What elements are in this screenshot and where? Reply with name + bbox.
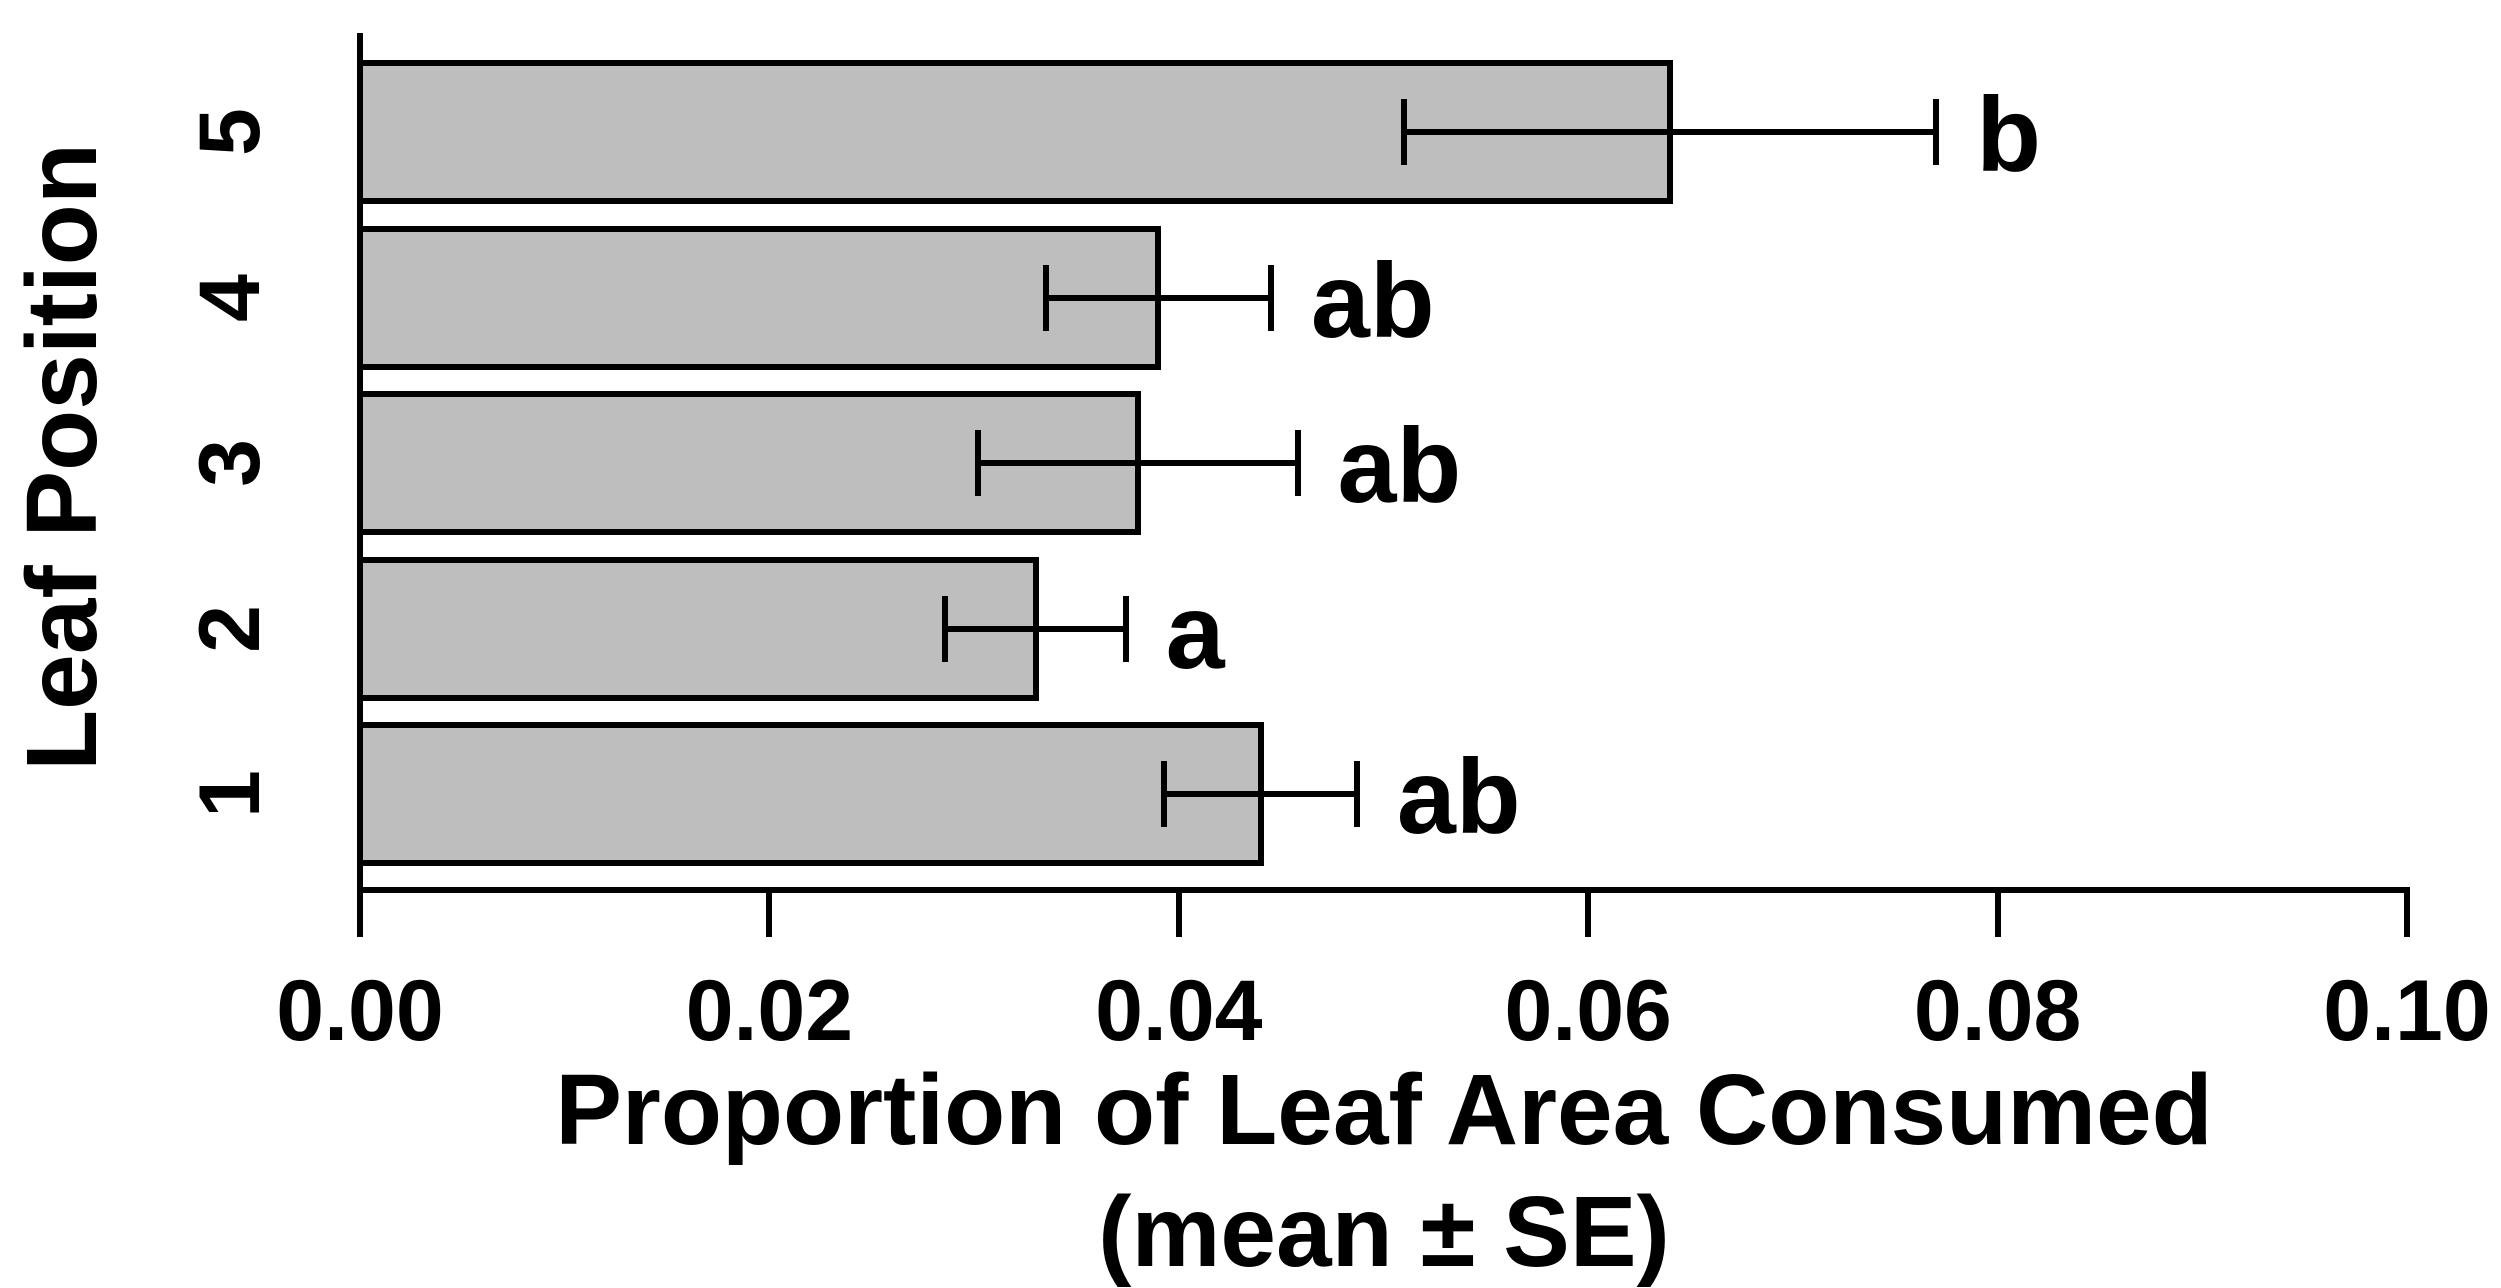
error-bar-cap-upper-3 — [1294, 430, 1301, 496]
x-tick-label-0.00: 0.00 — [276, 963, 444, 1059]
x-tick-mark-0.00 — [357, 893, 363, 937]
y-tick-label-3: 3 — [182, 439, 278, 487]
sig-letter-4: ab — [1310, 241, 1435, 360]
error-bar-line-5 — [1403, 129, 1937, 135]
x-tick-mark-0.04 — [1175, 893, 1182, 937]
error-bar-cap-upper-4 — [1267, 264, 1274, 331]
error-bar-cap-lower-5 — [1400, 99, 1407, 165]
bar-leaf-position-4 — [357, 225, 1162, 370]
sig-letter-3: ab — [1337, 407, 1462, 525]
bar-leaf-position-1 — [357, 722, 1264, 866]
y-tick-label-4: 4 — [182, 273, 278, 322]
error-bar-line-1 — [1164, 791, 1357, 797]
sig-letter-1: ab — [1396, 738, 1521, 856]
x-tick-mark-0.08 — [1994, 893, 2001, 937]
x-axis-title-line2: (mean ± SE) — [1098, 1176, 1670, 1288]
error-bar-cap-lower-1 — [1161, 761, 1168, 827]
sig-letter-5: b — [1976, 76, 2041, 194]
y-axis-line — [357, 33, 363, 893]
error-bar-cap-lower-4 — [1042, 264, 1049, 331]
y-tick-label-2: 2 — [182, 604, 278, 653]
error-bar-cap-lower-2 — [942, 595, 949, 662]
error-bar-cap-upper-2 — [1122, 595, 1129, 662]
x-tick-mark-0.06 — [1585, 893, 1592, 937]
sig-letter-2: a — [1165, 572, 1225, 691]
bar-leaf-position-2 — [357, 556, 1039, 701]
x-tick-label-0.04: 0.04 — [1095, 963, 1263, 1059]
x-tick-mark-0.02 — [766, 893, 773, 937]
error-bar-cap-upper-5 — [1933, 99, 1940, 165]
error-bar-line-4 — [1045, 294, 1271, 301]
error-bar-cap-lower-3 — [975, 430, 982, 496]
y-axis-title: Leaf Position — [6, 143, 118, 771]
y-tick-label-5: 5 — [182, 108, 278, 156]
x-tick-label-0.06: 0.06 — [1504, 963, 1672, 1059]
x-tick-mark-0.10 — [2404, 893, 2410, 937]
error-bar-cap-upper-1 — [1353, 761, 1360, 827]
x-axis-line — [357, 887, 2410, 893]
x-tick-label-0.10: 0.10 — [2323, 963, 2491, 1059]
x-axis-title-line1: Proportion of Leaf Area Consumed — [555, 1054, 2213, 1166]
x-tick-label-0.08: 0.08 — [1913, 963, 2082, 1059]
error-bar-line-2 — [945, 625, 1126, 632]
x-tick-label-0.02: 0.02 — [685, 963, 854, 1059]
error-bar-line-3 — [978, 460, 1298, 466]
y-tick-label-1: 1 — [182, 770, 278, 818]
